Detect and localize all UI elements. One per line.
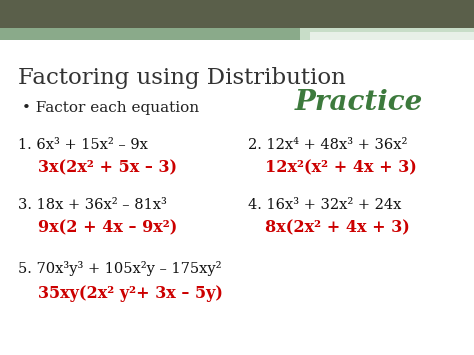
Bar	[310, 32, 474, 40]
Text: 2. 12x⁴ + 48x³ + 36x²: 2. 12x⁴ + 48x³ + 36x²	[248, 138, 407, 152]
Text: Practice: Practice	[295, 89, 423, 116]
Text: 3. 18x + 36x² – 81x³: 3. 18x + 36x² – 81x³	[18, 198, 167, 212]
Text: 8x(2x² + 4x + 3): 8x(2x² + 4x + 3)	[265, 219, 410, 236]
Text: 35xy(2x² y²+ 3x – 5y): 35xy(2x² y²+ 3x – 5y)	[38, 285, 223, 302]
Text: Factoring using Distribution: Factoring using Distribution	[18, 67, 346, 89]
Bar	[0, 28, 300, 40]
Bar	[0, 0, 474, 28]
Bar	[300, 28, 474, 40]
Text: 9x(2 + 4x – 9x²): 9x(2 + 4x – 9x²)	[38, 219, 177, 236]
Text: 1. 6x³ + 15x² – 9x: 1. 6x³ + 15x² – 9x	[18, 138, 148, 152]
Text: 5. 70x³y³ + 105x²y – 175xy²: 5. 70x³y³ + 105x²y – 175xy²	[18, 261, 221, 275]
Text: • Factor each equation: • Factor each equation	[22, 101, 199, 115]
Text: 12x²(x² + 4x + 3): 12x²(x² + 4x + 3)	[265, 159, 417, 176]
Text: 4. 16x³ + 32x² + 24x: 4. 16x³ + 32x² + 24x	[248, 198, 401, 212]
Text: 3x(2x² + 5x – 3): 3x(2x² + 5x – 3)	[38, 159, 177, 176]
